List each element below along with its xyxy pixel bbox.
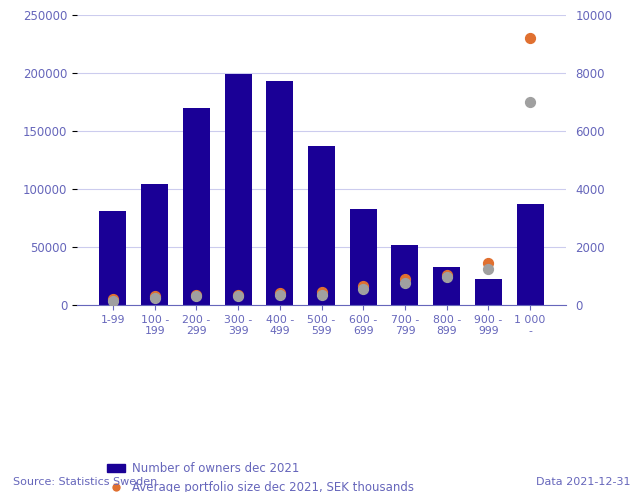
Point (108, 295, 118, 303)
Point (233, 291, 243, 299)
Point (483, 265, 493, 273)
Bar (224, 74, 251, 305)
Bar (266, 81, 293, 305)
Bar (350, 209, 377, 305)
Point (442, 271, 452, 278)
Point (483, 259, 493, 267)
Point (150, 292, 160, 300)
Point (191, 292, 201, 300)
Point (525, 98, 535, 106)
Point (233, 292, 243, 300)
Point (191, 291, 201, 299)
Bar (433, 267, 460, 305)
Legend: Number of owners dec 2021, Average portfolio size dec 2021, SEK thousands, Avera: Number of owners dec 2021, Average portf… (107, 462, 414, 492)
Bar (475, 279, 502, 305)
Point (150, 294, 160, 302)
Point (275, 289, 285, 297)
Bar (392, 245, 419, 305)
Point (358, 282, 368, 290)
Point (316, 291, 327, 299)
Point (316, 288, 327, 296)
Point (275, 291, 285, 299)
Text: Source: Statistics Sweden: Source: Statistics Sweden (13, 477, 157, 487)
Bar (141, 184, 168, 305)
Point (400, 275, 410, 283)
Bar (516, 204, 543, 305)
Bar (308, 146, 335, 305)
Point (358, 285, 368, 293)
Point (442, 274, 452, 281)
Text: Data 2021-12-31: Data 2021-12-31 (536, 477, 630, 487)
Bar (183, 108, 210, 305)
Bar (100, 211, 127, 305)
Point (525, 34, 535, 42)
Point (108, 297, 118, 305)
Point (400, 279, 410, 287)
